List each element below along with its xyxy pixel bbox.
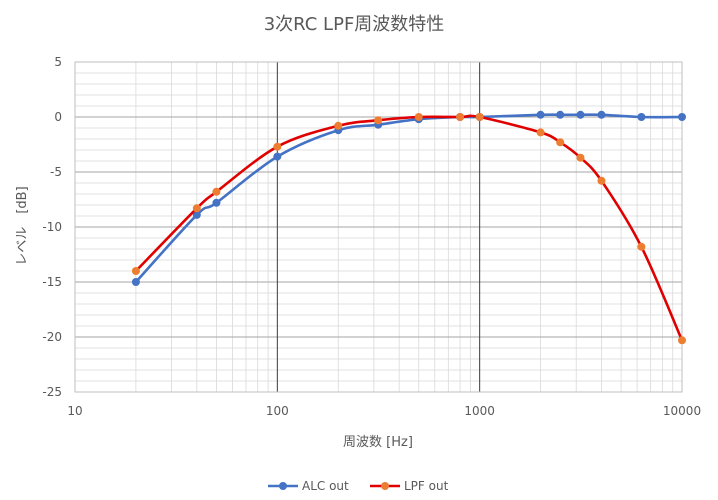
data-point-lpf-out [334, 121, 343, 130]
data-point-lpf-out [678, 336, 686, 345]
legend-item-alc-out: ALC out [268, 479, 349, 493]
data-point-alc-out [212, 198, 221, 207]
data-point-lpf-out [374, 116, 383, 125]
plot-border [74, 61, 683, 393]
data-point-lpf-out [576, 153, 585, 162]
x-axis-ticks: 10 100 1000 10000 [67, 404, 701, 418]
y-tick-label: -5 [50, 165, 62, 179]
data-point-lpf-out [536, 128, 545, 137]
legend-label-alc-out: ALC out [302, 479, 349, 493]
x-tick-label: 100 [266, 404, 289, 418]
data-point-alc-out [637, 113, 646, 121]
data-point-lpf-out [556, 138, 565, 147]
series-layer [131, 110, 686, 345]
y-tick-label: 5 [54, 55, 62, 69]
data-point-alc-out [536, 110, 545, 119]
x-axis-label: 周波数 [Hz] [343, 435, 413, 450]
data-point-lpf-out [212, 187, 221, 196]
data-point-alc-out [192, 210, 201, 219]
y-axis-label: レベル [dB] [15, 186, 30, 265]
data-point-alc-out [131, 278, 140, 286]
y-tick-label: -20 [42, 330, 62, 344]
legend: ALC out LPF out [268, 479, 449, 493]
legend-marker-alc-out [279, 482, 287, 490]
legend-marker-lpf-out [381, 482, 389, 490]
series-lpf-out [131, 113, 686, 345]
legend-item-lpf-out: LPF out [370, 479, 449, 493]
data-point-lpf-out [414, 113, 423, 121]
data-point-alc-out [556, 110, 565, 119]
data-point-alc-out [273, 152, 282, 161]
y-axis-ticks: 5 0 -5 -10 -15 -20 -25 [42, 55, 62, 399]
x-tick-label: 10000 [663, 404, 701, 418]
legend-label-lpf-out: LPF out [404, 479, 449, 493]
x-tick-label: 1000 [464, 404, 495, 418]
data-point-alc-out [678, 113, 686, 121]
chart-title: 3次RC LPF周波数特性 [264, 14, 445, 35]
data-point-lpf-out [475, 113, 484, 121]
data-point-lpf-out [192, 204, 201, 213]
y-tick-label: 0 [54, 110, 62, 124]
data-point-alc-out [597, 110, 606, 119]
x-tick-label: 10 [67, 404, 82, 418]
y-tick-label: -15 [42, 275, 62, 289]
major-grid [74, 61, 683, 393]
data-point-lpf-out [273, 142, 282, 151]
data-point-lpf-out [637, 242, 646, 251]
y-tick-label: -25 [42, 385, 62, 399]
data-point-lpf-out [456, 113, 465, 121]
series-line-alc-out [134, 113, 684, 284]
data-point-alc-out [576, 110, 585, 119]
series-line-lpf-out [134, 114, 684, 342]
data-point-lpf-out [131, 267, 140, 275]
y-tick-label: -10 [42, 220, 62, 234]
data-point-lpf-out [597, 176, 606, 185]
